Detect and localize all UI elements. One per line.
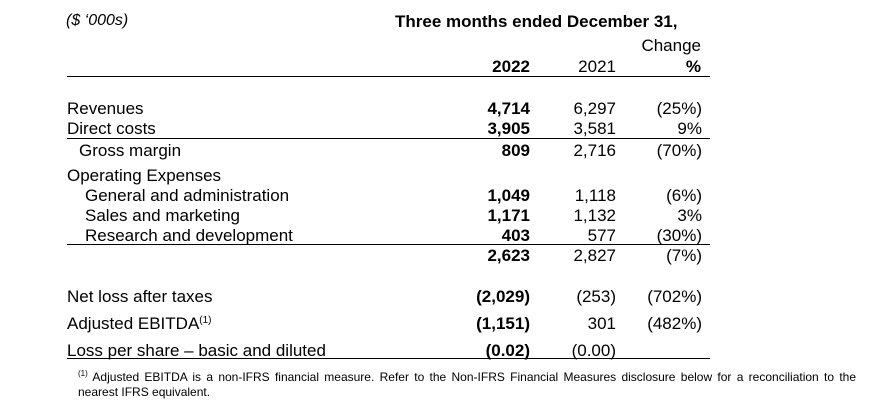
cell-2021: 2,716 xyxy=(573,141,616,160)
cell-2021: 6,297 xyxy=(573,99,616,118)
cell-change: (6%) xyxy=(666,186,702,205)
cell-change: 9% xyxy=(677,119,702,138)
row-label: Sales and marketing xyxy=(85,206,240,225)
bottom-rule xyxy=(67,358,710,359)
row-label: Revenues xyxy=(67,99,144,118)
cell-change: (702%) xyxy=(647,287,702,306)
cell-2021: 301 xyxy=(587,314,616,333)
cell-2022: (0.02) xyxy=(485,341,530,360)
cell-2022: (1,151) xyxy=(476,314,530,333)
row-label: Net loss after taxes xyxy=(67,287,213,306)
column-header-2021: 2021 xyxy=(578,57,616,76)
footnote-text: Adjusted EBITDA is a non-IFRS financial … xyxy=(78,370,856,399)
cell-2021: 2,827 xyxy=(573,246,616,265)
row-label: Research and development xyxy=(85,226,293,245)
cell-2022: 4,714 xyxy=(487,99,530,118)
period-heading: Three months ended December 31, xyxy=(395,12,678,31)
column-header-2022: 2022 xyxy=(492,57,530,76)
column-header-percent: % xyxy=(685,57,701,76)
cell-2021: 1,132 xyxy=(573,206,616,225)
cell-change: (7%) xyxy=(666,246,702,265)
cell-2022: 403 xyxy=(501,226,530,245)
cell-2021: (0.00) xyxy=(571,341,616,360)
cell-2021: 1,118 xyxy=(574,186,616,205)
cell-change: (30%) xyxy=(656,226,702,245)
footnote-marker: (1) xyxy=(78,369,88,378)
subtotal-rule xyxy=(67,138,710,139)
ebitda-label: Adjusted EBITDA xyxy=(67,314,200,333)
cell-2021: 577 xyxy=(587,226,616,245)
footnote-ref: (1) xyxy=(199,315,212,326)
section-label: Operating Expenses xyxy=(67,166,222,185)
footnote: (1) Adjusted EBITDA is a non-IFRS financ… xyxy=(78,366,856,400)
header-rule xyxy=(67,76,710,77)
cell-2022: 3,905 xyxy=(487,119,530,138)
change-header: Change xyxy=(641,36,701,55)
cell-2022: 2,623 xyxy=(487,246,530,265)
units-label: ($ ‘000s) xyxy=(66,12,129,29)
cell-change: (482%) xyxy=(647,314,702,333)
row-label: Adjusted EBITDA(1) xyxy=(67,314,212,334)
row-label: Gross margin xyxy=(79,141,182,160)
cell-2022: 1,049 xyxy=(487,186,530,205)
cell-change: (25%) xyxy=(656,99,702,118)
expenses-total-rule xyxy=(67,244,710,245)
row-label: Loss per share – basic and diluted xyxy=(67,341,326,360)
cell-2021: 3,581 xyxy=(573,119,616,138)
cell-change: 3% xyxy=(677,206,702,225)
cell-2022: 1,171 xyxy=(487,206,530,225)
cell-change: (70%) xyxy=(656,141,702,160)
row-label: General and administration xyxy=(85,186,290,205)
cell-2022: 809 xyxy=(501,141,530,160)
cell-2022: (2,029) xyxy=(476,287,530,306)
row-label: Direct costs xyxy=(67,119,156,138)
cell-2021: (253) xyxy=(576,287,616,306)
